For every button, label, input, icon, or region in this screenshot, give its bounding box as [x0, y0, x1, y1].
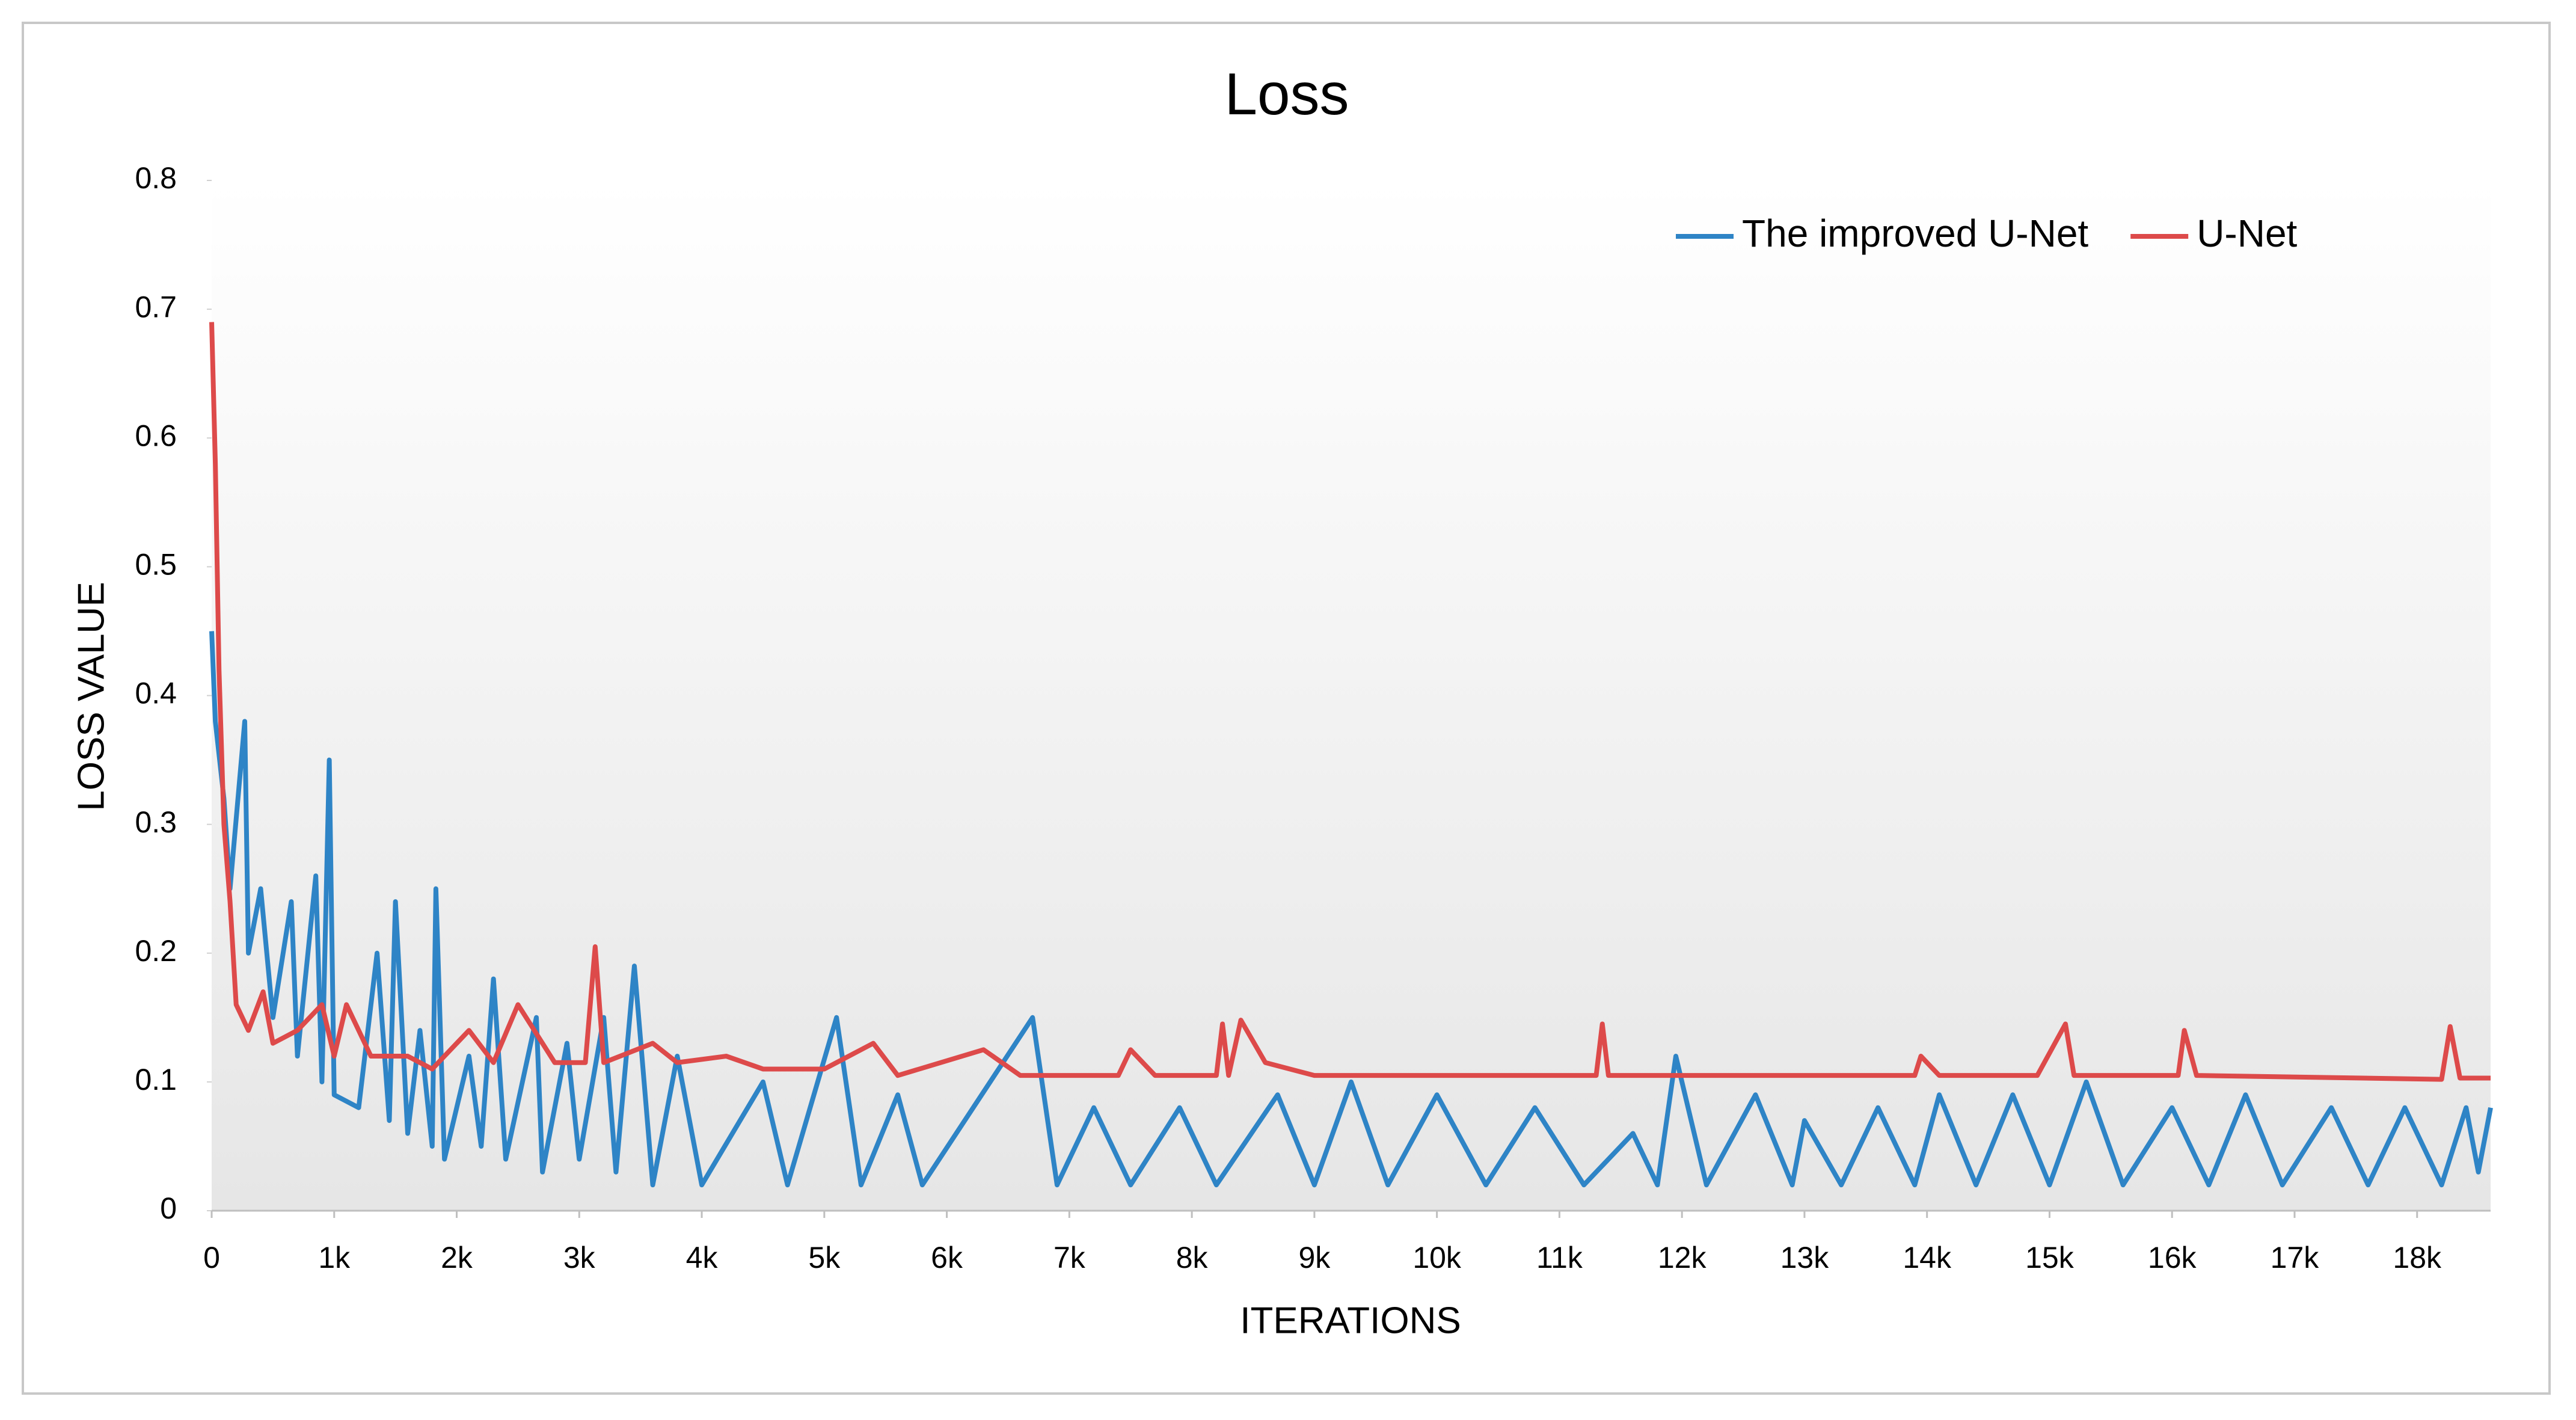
y-tick-label: 0.2: [135, 934, 177, 968]
x-tick-label: 17k: [2271, 1241, 2320, 1274]
series-line: [209, 322, 2491, 1082]
x-tick-label: 7k: [1053, 1241, 1086, 1274]
x-axis-label: ITERATIONS: [1240, 1300, 1461, 1341]
x-tick-label: 12k: [1658, 1241, 1707, 1274]
x-tick-label: 11k: [1536, 1241, 1583, 1274]
x-tick-label: 1k: [318, 1241, 351, 1274]
x-tick-label: 4k: [686, 1241, 719, 1274]
y-tick-label: 0.1: [135, 1063, 177, 1096]
y-tick-label: 0.5: [135, 548, 177, 582]
x-tick-label: 13k: [1780, 1241, 1830, 1274]
x-tick-label: 9k: [1298, 1241, 1331, 1274]
chart-title: Loss: [1224, 61, 1349, 127]
y-tick-label: 0: [160, 1191, 177, 1225]
x-tick-label: 18k: [2393, 1241, 2442, 1274]
x-tick-label: 14k: [1903, 1241, 1952, 1274]
legend-label: U-Net: [2197, 212, 2297, 255]
plot-area: [212, 180, 2491, 1211]
x-tick-label: 6k: [931, 1241, 963, 1274]
y-axis-label: LOSS VALUE: [70, 582, 112, 811]
x-tick-label: 2k: [441, 1241, 473, 1274]
x-tick-label: 16k: [2148, 1241, 2197, 1274]
x-tick-label: 8k: [1176, 1241, 1209, 1274]
x-tick-label: 15k: [2025, 1241, 2075, 1274]
x-tick-label: 0: [203, 1241, 220, 1274]
x-tick-label: 10k: [1412, 1241, 1462, 1274]
y-tick-label: 0.4: [135, 677, 177, 710]
y-tick-label: 0.8: [135, 161, 177, 195]
x-tick-label: 5k: [808, 1241, 841, 1274]
legend-label: The improved U-Net: [1742, 212, 2088, 255]
y-tick-label: 0.6: [135, 419, 177, 452]
y-tick-label: 0.7: [135, 290, 177, 324]
x-tick-label: 3k: [563, 1241, 596, 1274]
y-tick-label: 0.3: [135, 805, 177, 839]
series-line: [209, 631, 2493, 1188]
